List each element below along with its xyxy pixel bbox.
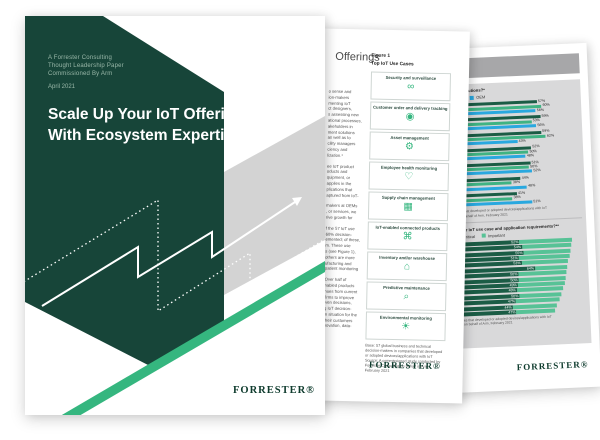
- legend-swatch: [470, 95, 475, 100]
- bar-value-label: 48%: [508, 288, 516, 293]
- bar-value-label: 64%: [526, 266, 535, 271]
- cover-artwork: [25, 16, 325, 415]
- figure-label: Figure 1: [371, 53, 391, 59]
- chart1-bars: 57% 60% 56% 59% 53% 56% 59% 62% 43% 52% 50% 48% 51% 5…: [450, 98, 581, 207]
- gray-beam: [224, 116, 325, 295]
- bar-value-label: 51%: [510, 256, 519, 261]
- chart2-bars: 52% 54% 55% 51% 53% 64% 50% 50% 49% 48% 50% 47% 44% 4…: [457, 237, 586, 317]
- use-case-box: Inventory and/or warehouse ⌂: [366, 251, 448, 282]
- forrester-logo: FORRESTER®: [233, 385, 316, 396]
- bar-value-label: 52%: [511, 239, 519, 245]
- body-paragraph: o sense and ion-makers menting IoT ct de…: [327, 88, 362, 158]
- bar-value-label: 59%: [541, 113, 549, 119]
- use-case-box: Security and surveillance ∞: [370, 71, 452, 102]
- bar-value-label: 47%: [507, 299, 516, 304]
- bar-value-label: 56%: [537, 122, 545, 127]
- bar-value-label: 47%: [508, 310, 516, 315]
- inner-page-use-cases: Offerings o sense and ion-makers menting…: [314, 28, 470, 404]
- health-icon: ♡: [404, 171, 414, 183]
- figure-1: Figure 1 Top IoT Use Cases Security and …: [365, 54, 452, 375]
- report-title: Scale Up Your IoT Offerings With Ecosyst…: [48, 104, 278, 146]
- meta-line: Thought Leadership Paper: [48, 63, 124, 69]
- use-case-box: Predictive maintenance ⌕: [366, 281, 447, 312]
- environment-icon: ☀: [401, 321, 411, 333]
- legend-label: Important: [487, 232, 505, 239]
- bar-value-label: 52%: [533, 168, 541, 173]
- use-case-box: Customer order and delivery tracking ◉: [369, 101, 451, 132]
- dark-green-polygon: [25, 16, 224, 366]
- bar-value-label: 49%: [509, 283, 517, 288]
- bar-value-label: 44%: [504, 305, 512, 310]
- gears-icon: ⚙: [404, 141, 415, 153]
- meta-line: A Forrester Consulting: [48, 55, 113, 61]
- use-case-box: Supply chain management ▦: [367, 191, 449, 222]
- important-bar: [516, 308, 555, 315]
- bar-value-label: 51%: [533, 198, 541, 203]
- body-paragraph: f the 57 IoT use 60% decision- emented; …: [324, 225, 361, 272]
- bar-value-label: 50%: [511, 293, 519, 299]
- arrowhead-icon: [292, 197, 302, 206]
- bar-value-label: 43%: [518, 138, 526, 143]
- use-case-list: Security and surveillance ∞ Customer order…: [365, 71, 452, 342]
- warehouse-icon: ⌂: [403, 261, 411, 273]
- connected-product-icon: ⌘: [402, 231, 413, 243]
- page2-body-text: o sense and ion-makers menting IoT ct de…: [324, 89, 371, 335]
- use-case-box: IoT-enabled connected products ⌘: [367, 221, 448, 252]
- figure-title: Top IoT Use Cases: [371, 61, 414, 68]
- bar-value-label: 50%: [510, 277, 518, 283]
- chart1-note: …es that developed or adopted devices/ap…: [455, 205, 548, 219]
- bar-value-label: 48%: [528, 183, 536, 188]
- legend-item: OEM: [470, 94, 485, 100]
- use-case-box: Employee health monitoring ♡: [368, 161, 450, 192]
- bar-value-label: 62%: [546, 132, 555, 138]
- forrester-logo: FORRESTER®: [368, 359, 441, 372]
- magnifier-icon: ⌕: [403, 291, 410, 303]
- legend-swatch: [481, 233, 487, 239]
- bar-value-label: 48%: [526, 153, 535, 158]
- body-paragraph: makers at OEMs , or services, we rive gr…: [325, 202, 358, 221]
- zigzag-arrow-line: [41, 201, 296, 307]
- binoculars-icon: ∞: [407, 81, 415, 93]
- cover-meta: A Forrester Consulting Thought Leadershi…: [48, 54, 124, 78]
- delivery-pin-icon: ◉: [405, 111, 415, 123]
- bar-value-label: 44%: [521, 175, 530, 180]
- bar-value-label: 55%: [515, 250, 523, 255]
- body-paragraph: Over half of nabled products nues from c…: [323, 276, 358, 329]
- bar-value-label: 38%: [513, 195, 521, 200]
- use-case-box: Environmental monitoring ☀: [365, 311, 446, 342]
- bar-value-label: 50%: [510, 272, 518, 277]
- body-paragraph: ee IoT product oducts and quipment, or a…: [326, 163, 359, 198]
- cover-page: A Forrester Consulting Thought Leadershi…: [25, 16, 325, 415]
- report-title-line2: With Ecosystem Expertise: [48, 127, 242, 144]
- legend-label: OEM: [476, 94, 486, 100]
- green-stripe: [61, 261, 325, 415]
- bar-value-label: 54%: [513, 245, 522, 250]
- legend-item: Important: [481, 232, 505, 239]
- cover-date: April 2021: [48, 84, 76, 90]
- bar-value-label: 56%: [536, 107, 545, 112]
- use-case-box: Asset management ⚙: [369, 131, 450, 162]
- bar-value-label: 53%: [513, 261, 521, 266]
- meta-line: Commissioned By Arm: [48, 71, 113, 77]
- forrester-logo: FORRESTER®: [516, 359, 589, 373]
- report-title-line1: Scale Up Your IoT Offerings: [48, 106, 253, 123]
- supply-chain-icon: ▦: [403, 201, 414, 213]
- bar-value-label: 38%: [512, 179, 521, 185]
